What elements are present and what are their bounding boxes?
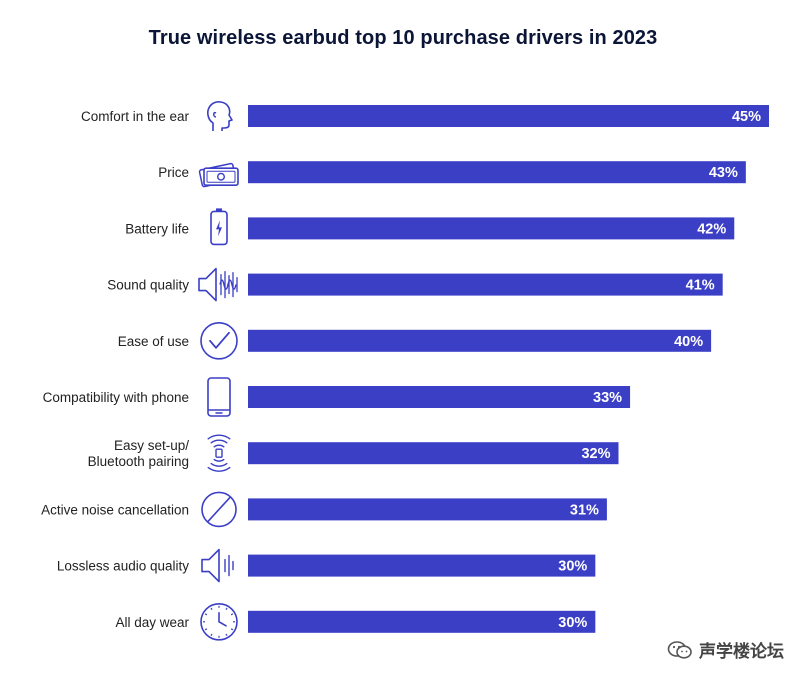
category-label: All day wear bbox=[115, 615, 189, 630]
bar bbox=[248, 273, 723, 296]
checkmark-circle-icon bbox=[200, 321, 238, 360]
watermark-text: 声学楼论坛 bbox=[699, 642, 784, 661]
value-label: 42% bbox=[697, 221, 726, 237]
value-label: 32% bbox=[581, 446, 610, 462]
category-label: Lossless audio quality bbox=[57, 559, 189, 574]
speaker-soundwave-icon bbox=[198, 267, 238, 302]
speaker-icon bbox=[201, 548, 234, 583]
value-label: 33% bbox=[593, 390, 622, 406]
value-label: 41% bbox=[686, 278, 715, 294]
battery-icon bbox=[210, 208, 228, 246]
category-label: Battery life bbox=[125, 221, 189, 236]
bar bbox=[248, 161, 746, 184]
category-label: Price bbox=[158, 165, 189, 180]
value-label: 45% bbox=[732, 109, 761, 125]
value-label: 31% bbox=[570, 502, 599, 518]
category-label: Easy set-up/Bluetooth pairing bbox=[88, 438, 190, 469]
clock-icon bbox=[200, 602, 238, 641]
bluetooth-signal-icon bbox=[207, 434, 231, 472]
bar bbox=[248, 442, 619, 465]
watermark: 声学楼论坛 bbox=[667, 637, 784, 662]
value-label: 40% bbox=[674, 334, 703, 350]
category-label: Comfort in the ear bbox=[81, 109, 190, 124]
wechat-icon bbox=[667, 640, 692, 659]
smartphone-icon bbox=[207, 377, 231, 417]
value-label: 43% bbox=[709, 165, 738, 181]
value-label: 30% bbox=[558, 559, 587, 575]
bar bbox=[248, 329, 712, 352]
bar bbox=[248, 498, 607, 521]
bar bbox=[248, 610, 596, 633]
bar bbox=[248, 217, 735, 240]
bar bbox=[248, 554, 596, 577]
category-label: Compatibility with phone bbox=[43, 390, 189, 405]
head-profile-icon bbox=[207, 101, 233, 131]
bar bbox=[248, 105, 769, 127]
chart-title: True wireless earbud top 10 purchase dri… bbox=[148, 27, 658, 49]
category-label: Ease of use bbox=[118, 334, 189, 349]
prohibited-circle-icon bbox=[201, 491, 237, 528]
category-label: Active noise cancellation bbox=[41, 502, 189, 517]
value-label: 30% bbox=[558, 615, 587, 631]
bar bbox=[248, 386, 631, 408]
banknotes-icon bbox=[198, 162, 239, 188]
category-label: Sound quality bbox=[107, 278, 189, 293]
